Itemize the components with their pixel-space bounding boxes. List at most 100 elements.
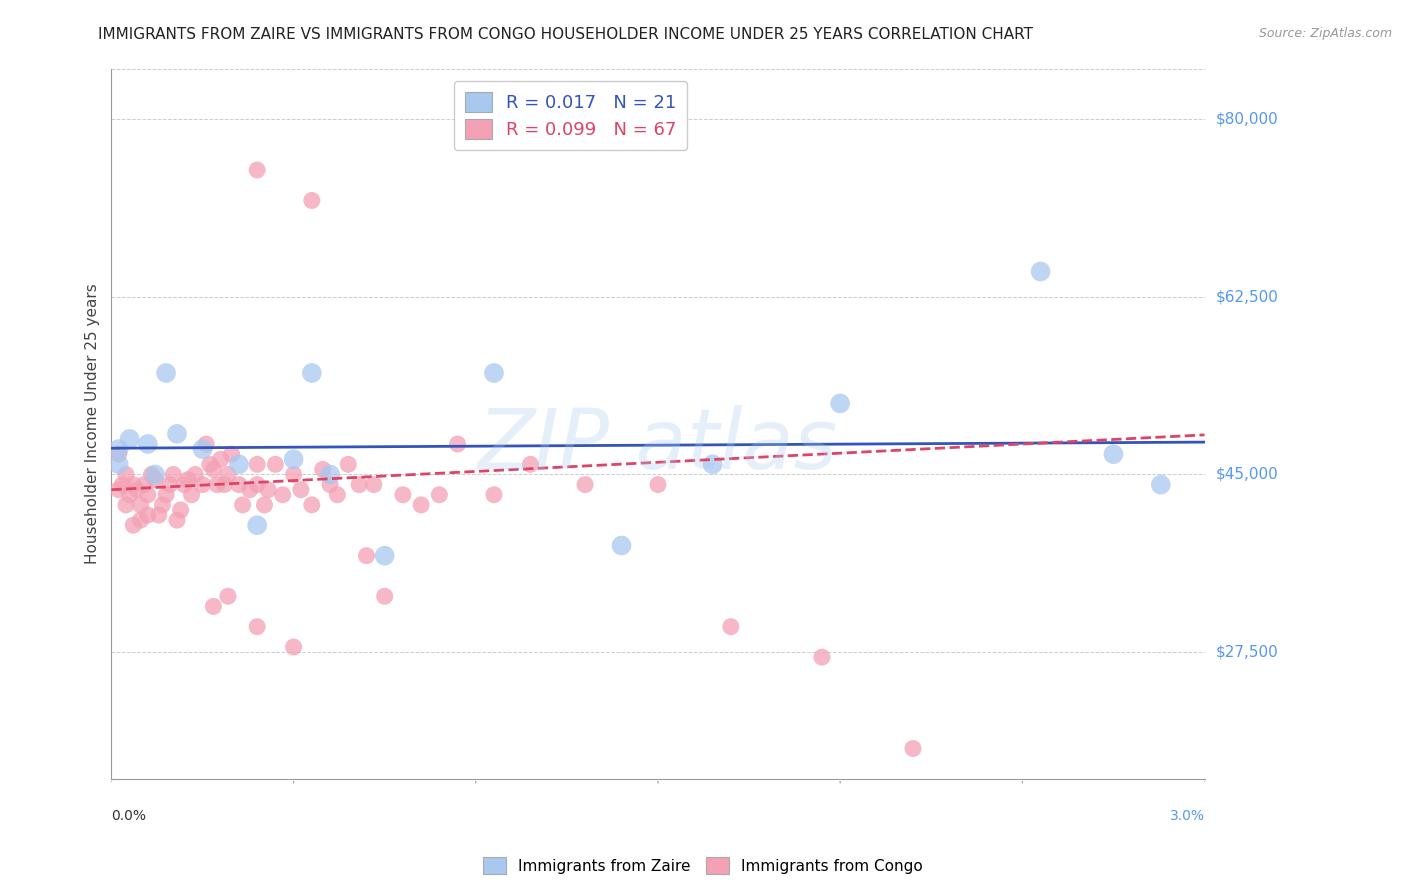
- Point: [246, 518, 269, 533]
- Point: [162, 467, 184, 482]
- Point: [337, 458, 360, 472]
- Text: 0.0%: 0.0%: [111, 809, 146, 823]
- Point: [411, 498, 433, 512]
- Point: [319, 477, 342, 491]
- Point: [283, 640, 305, 654]
- Point: [326, 488, 349, 502]
- Point: [169, 503, 191, 517]
- Point: [301, 194, 323, 208]
- Point: [312, 462, 335, 476]
- Point: [155, 488, 177, 502]
- Point: [363, 477, 385, 491]
- Point: [811, 650, 834, 665]
- Text: $45,000: $45,000: [1216, 467, 1278, 482]
- Point: [482, 366, 505, 380]
- Point: [107, 447, 129, 461]
- Point: [115, 498, 138, 512]
- Point: [209, 452, 232, 467]
- Point: [205, 477, 228, 491]
- Point: [159, 477, 181, 491]
- Point: [136, 437, 159, 451]
- Text: IMMIGRANTS FROM ZAIRE VS IMMIGRANTS FROM CONGO HOUSEHOLDER INCOME UNDER 25 YEARS: IMMIGRANTS FROM ZAIRE VS IMMIGRANTS FROM…: [98, 27, 1033, 42]
- Point: [107, 442, 129, 456]
- Point: [118, 432, 141, 446]
- Point: [427, 488, 450, 502]
- Point: [111, 477, 134, 491]
- Text: Source: ZipAtlas.com: Source: ZipAtlas.com: [1258, 27, 1392, 40]
- Text: $27,500: $27,500: [1216, 645, 1278, 659]
- Point: [232, 498, 254, 512]
- Point: [830, 396, 852, 410]
- Point: [173, 477, 195, 491]
- Point: [301, 366, 323, 380]
- Point: [191, 477, 214, 491]
- Point: [610, 539, 633, 553]
- Point: [901, 741, 924, 756]
- Point: [246, 477, 269, 491]
- Point: [702, 458, 724, 472]
- Point: [283, 467, 305, 482]
- Point: [214, 477, 236, 491]
- Point: [482, 488, 505, 502]
- Point: [148, 508, 170, 522]
- Point: [180, 488, 202, 502]
- Point: [246, 620, 269, 634]
- Point: [290, 483, 312, 497]
- Point: [356, 549, 378, 563]
- Point: [1150, 477, 1173, 491]
- Point: [166, 426, 188, 441]
- Point: [283, 452, 305, 467]
- Point: [129, 513, 152, 527]
- Text: $62,500: $62,500: [1216, 289, 1278, 304]
- Legend: Immigrants from Zaire, Immigrants from Congo: Immigrants from Zaire, Immigrants from C…: [477, 851, 929, 880]
- Point: [141, 467, 163, 482]
- Point: [107, 458, 129, 472]
- Text: ZIP atlas: ZIP atlas: [478, 405, 838, 485]
- Point: [134, 477, 156, 491]
- Y-axis label: Householder Income Under 25 years: Householder Income Under 25 years: [86, 284, 100, 564]
- Point: [177, 473, 200, 487]
- Point: [191, 442, 214, 456]
- Point: [143, 467, 166, 482]
- Point: [155, 366, 177, 380]
- Point: [152, 498, 174, 512]
- Point: [253, 498, 276, 512]
- Point: [392, 488, 415, 502]
- Point: [129, 498, 152, 512]
- Point: [202, 599, 225, 614]
- Point: [319, 467, 342, 482]
- Point: [239, 483, 262, 497]
- Point: [374, 589, 396, 603]
- Point: [217, 589, 239, 603]
- Point: [720, 620, 742, 634]
- Point: [143, 473, 166, 487]
- Point: [166, 513, 188, 527]
- Point: [1102, 447, 1125, 461]
- Point: [246, 458, 269, 472]
- Point: [136, 508, 159, 522]
- Point: [195, 437, 218, 451]
- Point: [125, 483, 148, 497]
- Point: [228, 477, 250, 491]
- Point: [347, 477, 370, 491]
- Point: [1029, 264, 1052, 278]
- Point: [107, 483, 129, 497]
- Point: [271, 488, 294, 502]
- Point: [264, 458, 287, 472]
- Legend: R = 0.017   N = 21, R = 0.099   N = 67: R = 0.017 N = 21, R = 0.099 N = 67: [454, 81, 688, 150]
- Point: [246, 163, 269, 178]
- Text: $80,000: $80,000: [1216, 112, 1278, 127]
- Point: [374, 549, 396, 563]
- Point: [228, 458, 250, 472]
- Point: [184, 467, 207, 482]
- Point: [257, 483, 280, 497]
- Point: [217, 467, 239, 482]
- Point: [574, 477, 596, 491]
- Point: [519, 458, 541, 472]
- Point: [202, 462, 225, 476]
- Point: [301, 498, 323, 512]
- Point: [221, 447, 243, 461]
- Point: [122, 518, 145, 533]
- Point: [446, 437, 468, 451]
- Point: [647, 477, 669, 491]
